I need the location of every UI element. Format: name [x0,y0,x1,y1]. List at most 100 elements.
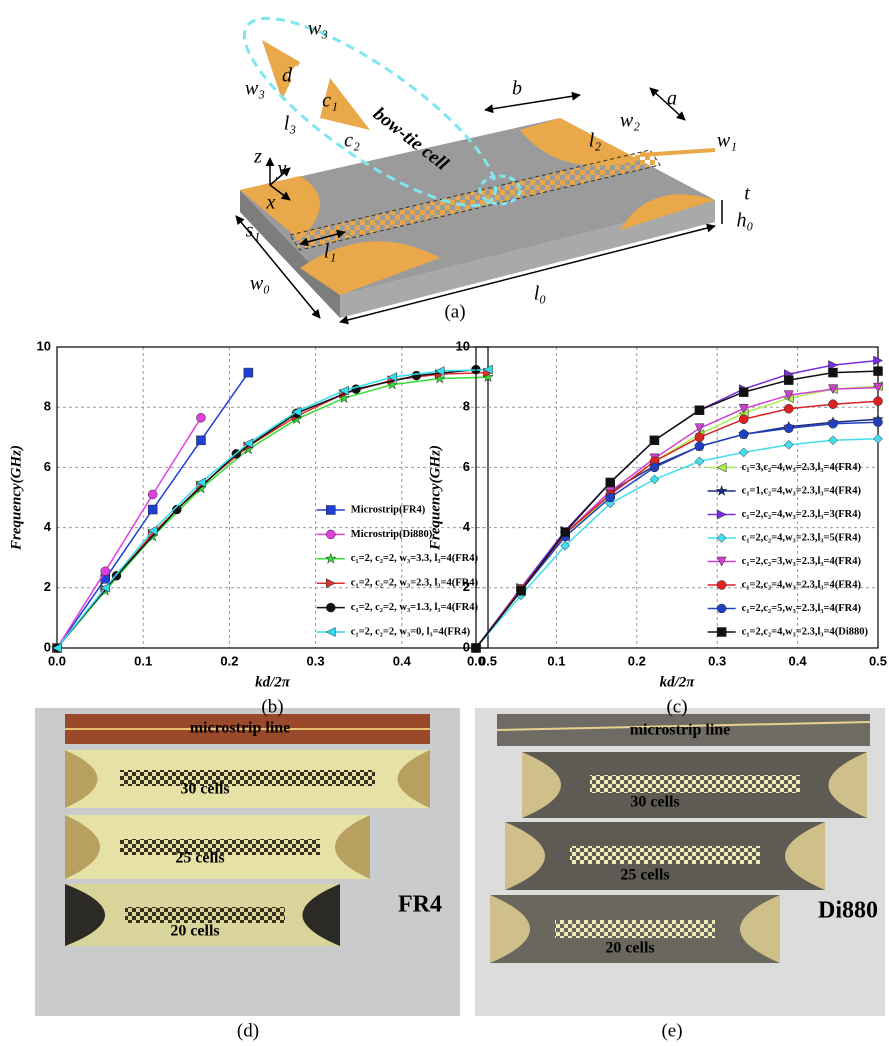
legend-label: c₁=3,c₂=4,w₃=2.3,l₃=4(FR4) [742,462,862,473]
legend-marker [716,627,727,637]
series-line [56,368,489,649]
y-tick-label: 6 [44,459,51,474]
data-point [560,527,570,537]
y-tick-label: 4 [463,519,471,534]
diagram-label: c₁ [322,90,338,112]
diagram-label: w₀ [250,273,270,295]
y-tick-label: 2 [463,579,470,594]
data-point [482,364,493,375]
data-point [471,643,481,653]
x-tick-label: 0.4 [789,653,808,668]
material-label: Di880 [818,898,878,924]
data-point [649,435,660,446]
x-tick-label: 0.1 [547,653,565,668]
y-tick-label: 10 [37,338,51,353]
series-line [475,421,879,649]
data-point [195,477,206,488]
plot-frame [56,346,489,649]
data-point [605,492,616,503]
y-tick-label: 8 [463,399,470,414]
data-point [243,438,254,449]
legend-label: c₁=2, c₂=2, w₃=0, l₃=4(FR4) [351,626,471,637]
legend-label: c₁=2, c₂=2, w₃=2.3, l₃=4(FR4) [351,578,479,589]
legend-label: c₁=2,c₂=4,w₃=2.3,l₃=5(FR4) [742,532,862,543]
data-point [873,433,883,444]
data-point [516,586,526,596]
legend-marker [324,552,337,564]
y-tick-label: 4 [44,519,52,534]
x-tick-label: 0.3 [708,653,726,668]
x-tick-label: 0.1 [134,653,152,668]
board-label: 30 cells [630,794,679,811]
data-point [100,566,111,576]
legend-marker [716,603,727,614]
legend-label: Microstrip(Di880) [351,529,433,540]
legend-marker [716,509,727,520]
data-point [784,423,794,434]
data-point [784,375,794,385]
legend-label: c₁=2,c₂=5,w₃=2.3,l₃=4(FR4) [742,603,862,614]
data-point [605,477,616,488]
legend-label: c₁=2,c₂=4,w₃=2.3,l₃=4(Di880) [742,626,869,637]
data-point [694,423,705,434]
diagram-label: z [253,146,262,168]
board-label: 30 cells [180,781,229,798]
diagram-label: w₂ [620,110,640,132]
legend-label: c₁=2, c₂=2, w₃=1.3, l₃=4(FR4) [351,602,479,613]
board-label: 20 cells [170,923,219,940]
board-label: 25 cells [620,867,669,884]
caption: (b) [261,696,283,717]
data-point [649,462,660,473]
diagram-label: s₁ [246,220,261,242]
data-point [738,387,749,397]
y-tick-label: 8 [44,399,51,414]
data-point [738,429,749,440]
data-point [147,504,158,515]
diagram-label: w₃ [245,78,265,100]
diagram-label: d [282,65,293,87]
x-axis-label: kd/2π [255,674,291,690]
diagram-label: l₀ [534,283,547,305]
diagram-label: x [266,192,276,214]
data-point [147,489,158,500]
diagram-label: w₃ [308,18,328,40]
data-point [738,403,749,414]
caption: (a) [444,301,465,322]
diagram-label: l₂ [589,130,602,152]
data-point [828,384,838,395]
series-line [475,438,879,649]
y-axis-label: Frequency(GHz) [427,445,443,551]
data-point [873,366,883,376]
data-point [828,419,838,429]
diagram-label: l₁ [324,241,337,263]
data-point [649,474,660,485]
data-point [147,525,158,536]
data-point [873,417,883,427]
legend-label: c₁=2,c₂=3,w₃=2.3,l₃=4(FR4) [742,556,862,567]
y-axis-label: Frequency(GHz) [8,445,24,551]
legend-label: Microstrip(FR4) [351,504,426,515]
material-label: FR4 [398,892,442,918]
diagram-label: t [744,183,750,205]
diagram-label: w₁ [717,130,737,152]
plot-frame [475,346,879,649]
photo-fr4 [35,708,460,1016]
data-point [828,360,839,370]
legend-marker [325,627,336,637]
series-line [56,376,489,649]
legend-marker [326,505,336,515]
data-point [560,540,571,551]
y-tick-label: 6 [463,459,470,474]
board-label: 25 cells [175,850,224,867]
data-point [100,582,111,593]
legend-label: c₁=2, c₂=2, w₃=3.3, l₃=4(FR4) [351,553,479,564]
x-tick-label: 0.3 [307,653,325,668]
legend-label: c₁=1,c₂=4,w₃=2.3,l₃=4(FR4) [742,485,862,496]
diagram-label: y [276,158,287,180]
board-label: microstrip line [630,722,731,739]
diagram-label: c₂ [344,130,360,152]
legend-label: c₁=2,c₂=4,w₃=2.3,l₃=4(FR4) [742,579,862,590]
y-tick-label: 2 [44,579,51,594]
x-axis-label: kd/2π [660,674,696,690]
series-line [56,368,476,649]
